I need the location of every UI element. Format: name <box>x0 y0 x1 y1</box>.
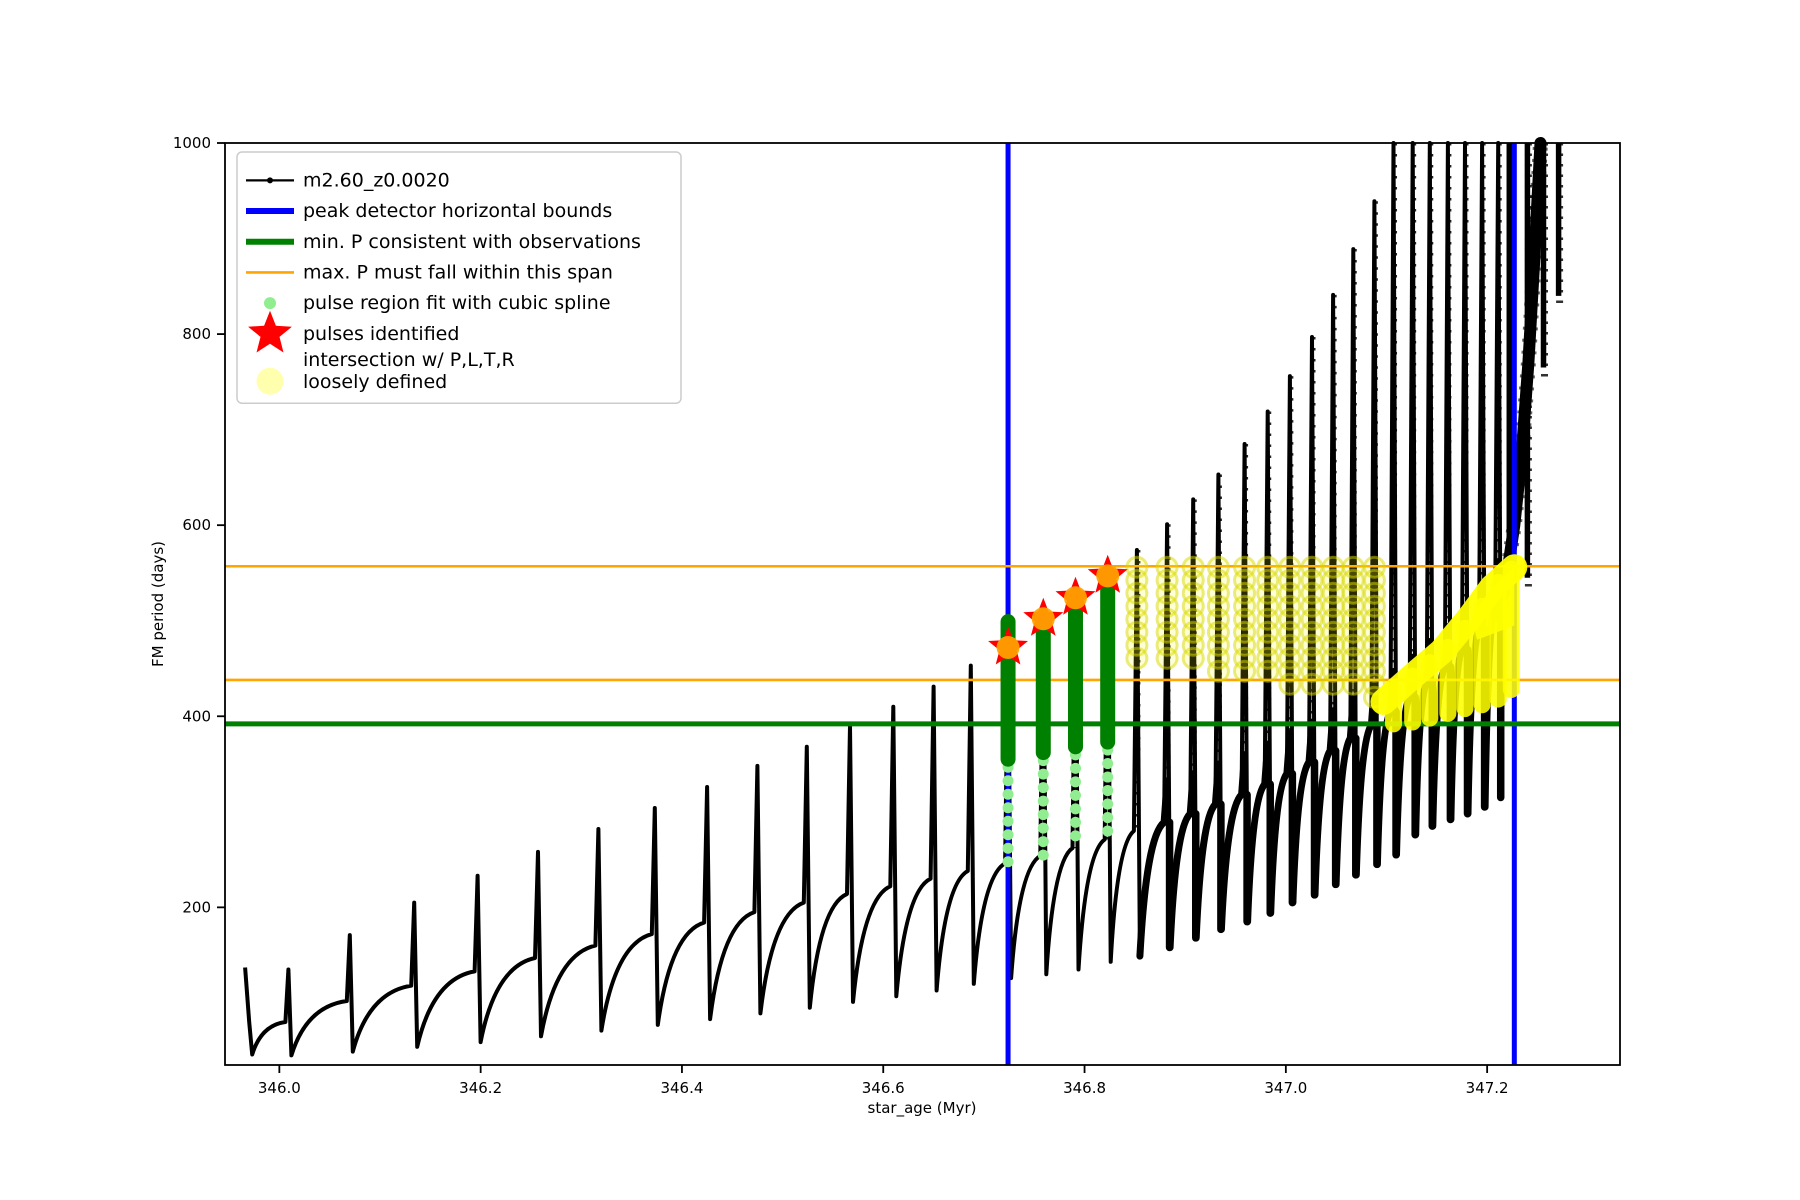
x-tick-label: 346.4 <box>660 1079 703 1097</box>
legend-item-label: peak detector horizontal bounds <box>303 200 612 222</box>
pulse-star-core <box>1063 586 1087 610</box>
spline-dot <box>1037 809 1049 821</box>
x-tick-label: 347.0 <box>1264 1079 1307 1097</box>
x-tick-label: 346.8 <box>1063 1079 1106 1097</box>
marker-layer <box>988 554 1528 868</box>
spline-dot <box>1037 768 1049 780</box>
series-arc-thick <box>1267 730 1294 917</box>
x-tick-label: 346.6 <box>862 1079 905 1097</box>
series-arc-thick <box>1192 760 1222 942</box>
legend-item-label: min. P consistent with observations <box>303 231 641 253</box>
spline-dot <box>1002 802 1014 814</box>
spline-dot <box>1002 829 1014 841</box>
intersection-ring <box>1300 672 1324 696</box>
spline-dot <box>1002 775 1014 787</box>
spline-dot <box>1002 788 1014 800</box>
intersection-ring <box>1256 659 1280 683</box>
legend-item-label-line2: loosely defined <box>303 371 447 393</box>
legend-line-dot-marker <box>267 177 273 184</box>
intersection-ring <box>1125 646 1149 670</box>
spline-dot <box>1102 771 1114 783</box>
y-tick-label: 600 <box>182 516 211 534</box>
intersection-ring <box>1181 646 1205 670</box>
spline-dot <box>1069 803 1081 815</box>
spline-dot <box>1102 758 1114 770</box>
spline-dot <box>1069 830 1081 842</box>
spline-dot <box>1037 849 1049 861</box>
spline-dot <box>1069 776 1081 788</box>
y-tick-label: 400 <box>182 707 211 725</box>
legend-item-label: pulse region fit with cubic spline <box>303 292 611 314</box>
series-arc-thick <box>1289 718 1316 907</box>
spline-dot <box>1037 795 1049 807</box>
spline-dot <box>1069 816 1081 828</box>
spline-dot <box>1069 789 1081 801</box>
x-axis-label: star_age (Myr) <box>868 1099 977 1118</box>
series-arc-thick <box>1352 681 1378 879</box>
axes-frame <box>224 142 1621 1066</box>
legend-item-label: max. P must fall within this span <box>303 261 613 283</box>
intersection-ring <box>1278 672 1302 696</box>
spline-dot <box>1102 785 1114 797</box>
series-arc-thick <box>1136 778 1171 960</box>
y-tick-label: 800 <box>182 325 211 343</box>
pulse-star-core <box>996 635 1020 659</box>
spline-dot <box>1069 762 1081 774</box>
series-arc-thick <box>1244 740 1272 926</box>
legend-large-dot-swatch <box>256 367 284 395</box>
series-arc-thick <box>1332 694 1357 888</box>
spline-dot <box>1102 798 1114 810</box>
spline-dot <box>1002 856 1014 868</box>
y-tick-label: 200 <box>182 898 211 916</box>
pulse-star-core <box>1031 607 1055 631</box>
x-tick-label: 346.2 <box>459 1079 502 1097</box>
x-tick-label: 346.0 <box>258 1079 301 1097</box>
legend-star-swatch <box>248 310 292 353</box>
series-final-rise-dots <box>1490 142 1548 618</box>
intersection-ring <box>1206 659 1230 683</box>
x-tick-label: 347.2 <box>1466 1079 1509 1097</box>
spline-dot <box>1002 815 1014 827</box>
spline-dot <box>1102 825 1114 837</box>
pulse-star-core <box>1096 564 1120 588</box>
series-arc-thick <box>1166 770 1197 951</box>
spline-dot <box>1037 782 1049 794</box>
legend-box <box>236 151 682 404</box>
intersection-ring <box>1155 646 1179 670</box>
spline-dot <box>1002 842 1014 854</box>
spline-dot <box>1037 822 1049 834</box>
series-arc-thick <box>1311 707 1337 899</box>
legend-small-dot-swatch <box>264 297 276 310</box>
legend-item-label: m2.60_z0.0020 <box>303 169 450 191</box>
intersection-ring <box>1341 672 1365 696</box>
legend-item-label: intersection w/ P,L,T,R <box>303 349 515 371</box>
intersection-ring <box>1321 672 1345 696</box>
y-axis-label: FM period (days) <box>149 541 167 667</box>
spline-dot <box>1037 836 1049 848</box>
spline-dot <box>1102 812 1114 824</box>
intersection-top-fill <box>1471 567 1515 640</box>
axes-layer: 346.0 346.2 346.4 346.6 346.8 347.0 347.2 200 40… <box>173 134 1621 1097</box>
intersection-ring <box>1233 659 1257 683</box>
legend-item-label: pulses identified <box>303 323 459 345</box>
y-tick-label: 1000 <box>173 134 211 152</box>
series-arc-thick <box>1217 751 1249 933</box>
